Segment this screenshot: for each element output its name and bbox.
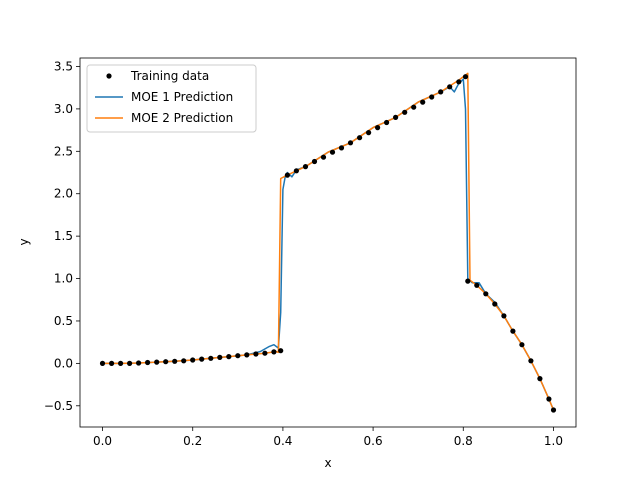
data-point <box>253 351 259 357</box>
ticks-layer: 0.0 0.2 0.4 0.6 0.8 1.0 −0.5 0.0 0.5 1.0 1.5 2.0 2.5… <box>44 59 563 448</box>
y-tick-label: 1.5 <box>54 229 73 243</box>
x-tick-label: 0.0 <box>93 434 112 448</box>
data-point <box>262 350 268 356</box>
x-tick-label: 0.8 <box>454 434 473 448</box>
y-tick-label: 1.0 <box>54 272 73 286</box>
data-point <box>278 348 284 354</box>
y-tick-label: 3.5 <box>54 59 73 73</box>
data-point <box>411 104 417 110</box>
data-point <box>320 154 327 160</box>
data-point <box>181 358 187 364</box>
data-point <box>402 109 408 115</box>
data-point <box>546 396 552 402</box>
data-point <box>366 130 372 136</box>
data-point <box>109 360 115 366</box>
data-point <box>163 359 169 365</box>
data-point <box>293 168 299 174</box>
legend: Training data MOE 1 Prediction MOE 2 Pre… <box>86 64 257 133</box>
data-point <box>127 360 133 366</box>
data-point <box>154 359 160 365</box>
data-point <box>510 328 516 334</box>
y-tick-label: −0.5 <box>44 399 73 413</box>
data-point <box>462 74 469 80</box>
data-point <box>456 79 462 85</box>
data-point <box>483 291 489 297</box>
x-tick-label: 0.6 <box>364 434 383 448</box>
legend-label-moe-2: MOE 2 Prediction <box>131 111 233 125</box>
data-point <box>492 301 498 307</box>
data-point <box>528 358 534 364</box>
data-point <box>375 125 381 131</box>
y-tick-label: 3.0 <box>54 102 73 116</box>
data-point <box>550 407 557 413</box>
data-point <box>393 114 399 120</box>
data-point <box>329 149 336 155</box>
data-point <box>284 172 290 178</box>
data-point <box>99 360 106 366</box>
y-tick-label: 0.5 <box>54 314 73 328</box>
data-point <box>519 342 525 348</box>
data-point <box>474 282 480 288</box>
data-point <box>501 313 507 319</box>
data-point <box>217 354 223 360</box>
data-point <box>438 89 444 95</box>
data-point <box>145 359 151 366</box>
data-point <box>199 356 205 362</box>
data-point <box>347 140 354 146</box>
legend-label-moe-1: MOE 1 Prediction <box>131 90 233 104</box>
data-point <box>244 352 250 358</box>
data-point <box>465 278 471 284</box>
x-axis-label: x <box>324 456 331 470</box>
x-tick-label: 0.2 <box>183 434 202 448</box>
data-point <box>429 94 435 100</box>
data-point <box>190 357 196 363</box>
data-point <box>537 376 543 382</box>
data-point <box>136 360 142 366</box>
data-point <box>172 358 178 364</box>
plot-frame <box>79 57 577 428</box>
legend-marker-training-data <box>106 73 112 79</box>
data-point <box>235 353 241 359</box>
x-tick-label: 1.0 <box>544 434 563 448</box>
data-point <box>338 145 345 151</box>
data-point <box>420 99 426 105</box>
y-tick-label: 0.0 <box>54 356 73 370</box>
data-point <box>226 354 232 360</box>
data-point <box>271 349 277 355</box>
series-layer <box>99 72 557 413</box>
data-point <box>447 84 453 90</box>
y-axis-label: y <box>17 238 31 245</box>
y-tick-label: 2.0 <box>54 187 73 201</box>
data-point <box>384 119 390 126</box>
data-point <box>311 158 318 165</box>
data-point <box>302 164 309 170</box>
data-point <box>208 355 214 361</box>
legend-label-training-data: Training data <box>130 69 209 83</box>
legend-box <box>86 64 257 133</box>
data-point <box>357 135 363 141</box>
data-point <box>118 360 124 366</box>
y-tick-label: 2.5 <box>54 144 73 158</box>
x-tick-label: 0.4 <box>273 434 292 448</box>
